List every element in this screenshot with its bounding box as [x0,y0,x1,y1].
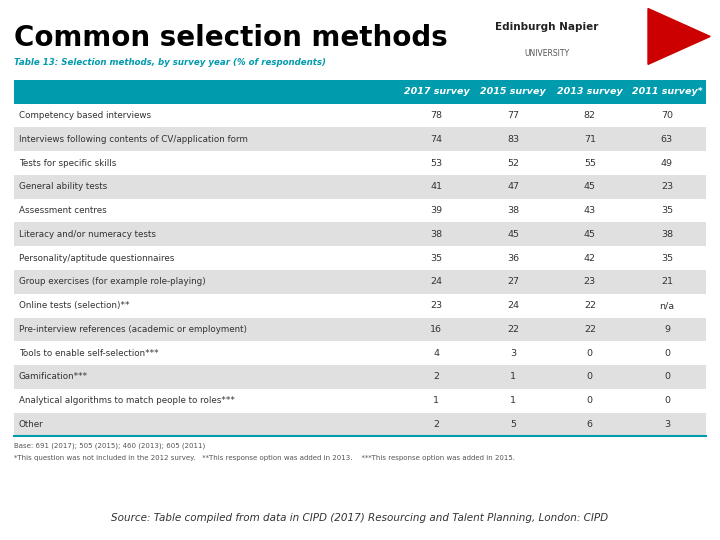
Text: Tests for specific skills: Tests for specific skills [19,159,116,167]
Text: 0: 0 [587,396,593,405]
Text: Competency based interviews: Competency based interviews [19,111,151,120]
Text: 35: 35 [431,254,443,262]
Text: 36: 36 [507,254,519,262]
Text: 38: 38 [661,230,673,239]
Text: 22: 22 [584,301,596,310]
Text: 38: 38 [507,206,519,215]
Text: 42: 42 [584,254,596,262]
Text: Interviews following contents of CV/application form: Interviews following contents of CV/appl… [19,135,248,144]
Text: 2011 survey*: 2011 survey* [631,87,702,96]
Text: 41: 41 [431,183,442,191]
Text: 45: 45 [507,230,519,239]
Text: 23: 23 [661,183,673,191]
Text: 22: 22 [507,325,519,334]
Text: 4: 4 [433,349,439,357]
Text: 63: 63 [661,135,673,144]
Text: 52: 52 [507,159,519,167]
Text: 83: 83 [507,135,519,144]
Text: 3: 3 [664,420,670,429]
Text: 39: 39 [431,206,443,215]
Text: 35: 35 [661,206,673,215]
Text: 55: 55 [584,159,596,167]
Text: Other: Other [19,420,43,429]
Text: UNIVERSITY: UNIVERSITY [524,49,570,58]
Text: 71: 71 [584,135,596,144]
Text: 70: 70 [661,111,673,120]
Text: 6: 6 [587,420,593,429]
Text: n/a: n/a [660,301,675,310]
Text: Table 13: Selection methods, by survey year (% of respondents): Table 13: Selection methods, by survey y… [14,58,326,67]
Text: 2: 2 [433,420,439,429]
Polygon shape [648,9,710,64]
Text: 21: 21 [661,278,673,286]
Text: 45: 45 [584,183,596,191]
Text: 24: 24 [431,278,442,286]
Text: 0: 0 [664,349,670,357]
Text: Base: 691 (2017); 505 (2015); 460 (2013); 605 (2011): Base: 691 (2017); 505 (2015); 460 (2013)… [14,443,206,449]
Text: 1: 1 [433,396,439,405]
Text: 47: 47 [507,183,519,191]
Text: 2015 survey: 2015 survey [480,87,546,96]
Text: 16: 16 [431,325,442,334]
Text: 1: 1 [510,396,516,405]
Text: General ability tests: General ability tests [19,183,107,191]
Text: 38: 38 [431,230,443,239]
Text: Personality/aptitude questionnaires: Personality/aptitude questionnaires [19,254,174,262]
Text: Group exercises (for example role-playing): Group exercises (for example role-playin… [19,278,205,286]
Text: 45: 45 [584,230,596,239]
Text: 3: 3 [510,349,516,357]
Text: 43: 43 [584,206,596,215]
Text: 53: 53 [431,159,443,167]
Text: Source: Table compiled from data in CIPD (2017) Resourcing and Talent Planning, : Source: Table compiled from data in CIPD… [112,512,608,523]
Text: Assessment centres: Assessment centres [19,206,107,215]
Text: 27: 27 [507,278,519,286]
Text: 24: 24 [507,301,519,310]
Text: Common selection methods: Common selection methods [14,24,448,52]
Text: 82: 82 [584,111,596,120]
Text: Tools to enable self-selection***: Tools to enable self-selection*** [19,349,158,357]
Text: Gamification***: Gamification*** [19,373,88,381]
Text: 2013 survey: 2013 survey [557,87,623,96]
Text: 2017 survey: 2017 survey [403,87,469,96]
Text: 9: 9 [664,325,670,334]
Text: Analytical algorithms to match people to roles***: Analytical algorithms to match people to… [19,396,235,405]
Text: 74: 74 [431,135,442,144]
Text: 0: 0 [587,373,593,381]
Text: Literacy and/or numeracy tests: Literacy and/or numeracy tests [19,230,156,239]
Text: 0: 0 [587,349,593,357]
Text: 2: 2 [433,373,439,381]
Text: 49: 49 [661,159,673,167]
Text: 77: 77 [507,111,519,120]
Text: 78: 78 [431,111,442,120]
Text: 5: 5 [510,420,516,429]
Text: 1: 1 [510,373,516,381]
Text: Edinburgh Napier: Edinburgh Napier [495,22,598,32]
Text: *This question was not included in the 2012 survey.   **This response option was: *This question was not included in the 2… [14,455,516,461]
Text: 0: 0 [664,373,670,381]
Text: Pre-interview references (academic or employment): Pre-interview references (academic or em… [19,325,247,334]
Text: 35: 35 [661,254,673,262]
Text: 23: 23 [584,278,596,286]
Text: 0: 0 [664,396,670,405]
Text: Online tests (selection)**: Online tests (selection)** [19,301,129,310]
Text: 22: 22 [584,325,596,334]
Text: 23: 23 [431,301,443,310]
